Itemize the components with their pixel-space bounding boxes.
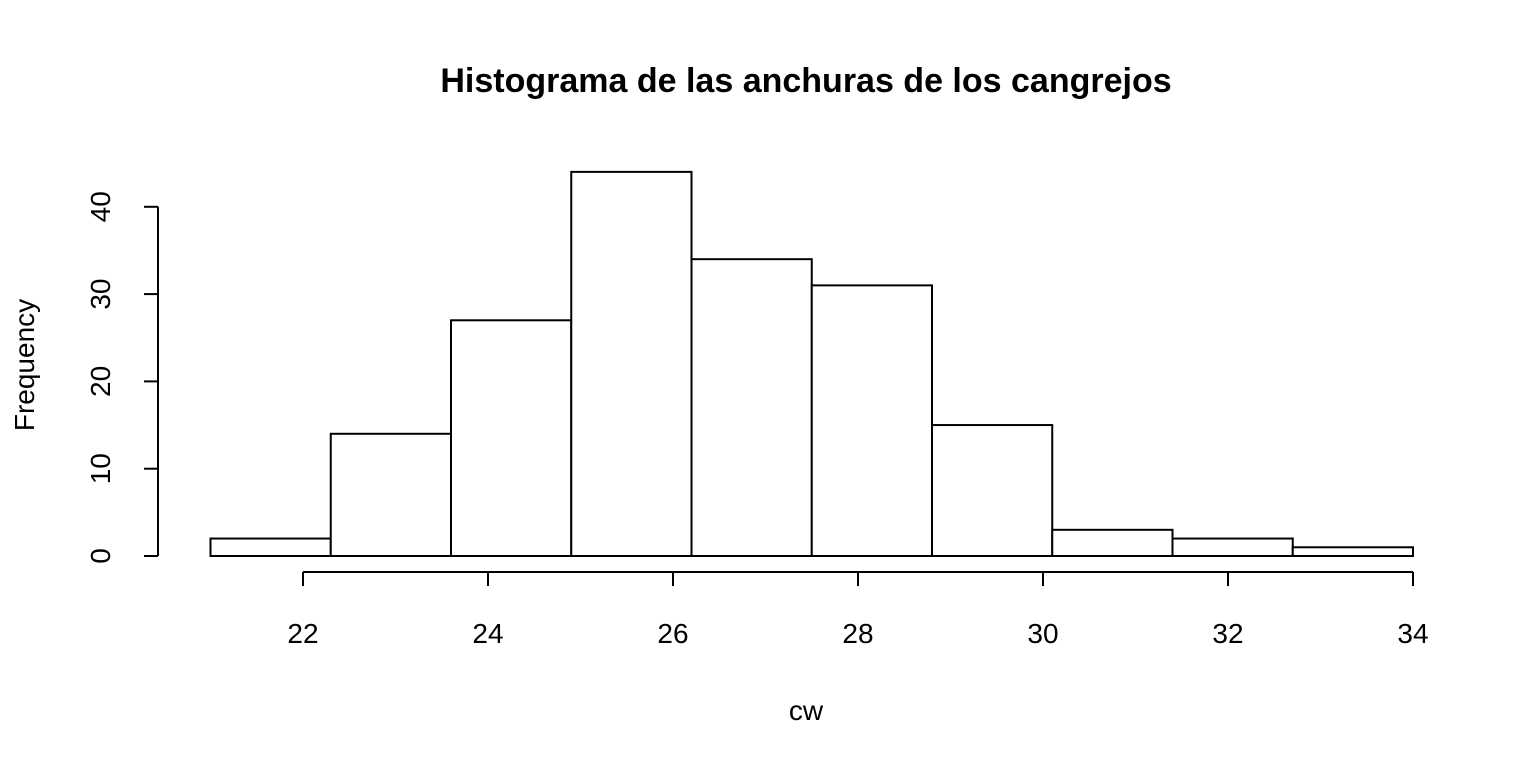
- x-axis: 22 24 26 28 30 32 34: [287, 571, 1429, 649]
- histogram-bar: [1171, 537, 1294, 557]
- x-tick-label: 34: [1397, 618, 1428, 649]
- histogram-bar: [810, 284, 933, 557]
- x-tick-label: 22: [287, 618, 318, 649]
- y-tick-label: 0: [85, 548, 116, 564]
- histogram-bar: [690, 258, 813, 557]
- y-axis: 0 10 20 30 40: [85, 191, 159, 564]
- bars-group: [209, 170, 1414, 558]
- x-tick-label: 24: [472, 618, 503, 649]
- x-tick-label: 30: [1027, 618, 1058, 649]
- y-axis-label: Frequency: [9, 299, 40, 431]
- histogram-bar: [931, 424, 1054, 557]
- histogram-bar: [209, 537, 332, 557]
- histogram-bar: [450, 319, 573, 558]
- x-tick-label: 28: [842, 618, 873, 649]
- y-tick-label: 10: [85, 453, 116, 484]
- histogram-bar: [570, 170, 693, 557]
- histogram-bar: [1051, 528, 1174, 557]
- y-tick-label: 40: [85, 191, 116, 222]
- chart-title: Histograma de las anchuras de los cangre…: [440, 62, 1171, 100]
- histogram-bar: [329, 432, 452, 557]
- x-tick-label: 32: [1212, 618, 1243, 649]
- y-tick-label: 30: [85, 279, 116, 310]
- x-tick-label: 26: [657, 618, 688, 649]
- x-axis-label: cw: [789, 695, 824, 726]
- histogram-bar: [1291, 546, 1414, 558]
- y-tick-label: 20: [85, 366, 116, 397]
